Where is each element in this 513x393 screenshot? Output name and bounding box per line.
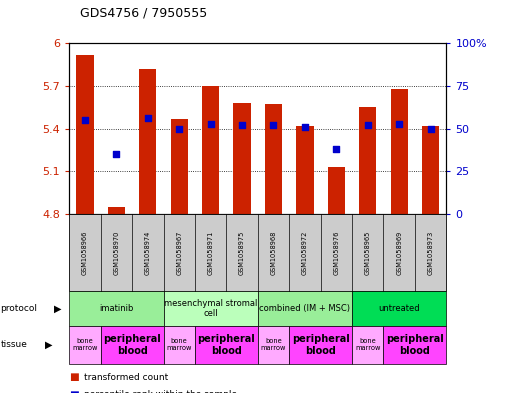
Text: ▶: ▶: [45, 340, 53, 350]
Text: untreated: untreated: [379, 304, 420, 313]
Text: transformed count: transformed count: [84, 373, 168, 382]
Bar: [328, 167, 345, 214]
Text: ■: ■: [69, 390, 79, 393]
Text: GSM1058968: GSM1058968: [270, 230, 277, 275]
Text: bone
marrow: bone marrow: [167, 338, 192, 351]
Point: [81, 117, 89, 123]
Text: GSM1058975: GSM1058975: [239, 230, 245, 275]
Text: GSM1058966: GSM1058966: [82, 230, 88, 275]
Bar: [108, 207, 125, 214]
Text: peripheral
blood: peripheral blood: [292, 334, 349, 356]
Bar: [265, 105, 282, 214]
Point: [269, 122, 278, 129]
Text: GSM1058970: GSM1058970: [113, 230, 120, 275]
Text: GSM1058976: GSM1058976: [333, 230, 339, 275]
Text: ▶: ▶: [54, 303, 62, 314]
Bar: [171, 119, 188, 214]
Text: mesenchymal stromal
cell: mesenchymal stromal cell: [164, 299, 258, 318]
Text: tissue: tissue: [1, 340, 27, 349]
Text: percentile rank within the sample: percentile rank within the sample: [84, 391, 236, 393]
Point: [332, 146, 341, 152]
Point: [144, 115, 152, 121]
Text: bone
marrow: bone marrow: [355, 338, 381, 351]
Text: GSM1058971: GSM1058971: [208, 230, 213, 275]
Text: peripheral
blood: peripheral blood: [103, 334, 161, 356]
Point: [238, 122, 246, 129]
Text: GSM1058967: GSM1058967: [176, 230, 182, 275]
Point: [175, 125, 183, 132]
Text: bone
marrow: bone marrow: [261, 338, 286, 351]
Bar: [422, 126, 439, 214]
Text: ■: ■: [69, 372, 79, 382]
Bar: [359, 107, 377, 214]
Point: [207, 120, 215, 127]
Text: GSM1058972: GSM1058972: [302, 230, 308, 275]
Text: GSM1058973: GSM1058973: [428, 230, 433, 275]
Bar: [76, 55, 93, 214]
Text: combined (IM + MSC): combined (IM + MSC): [260, 304, 350, 313]
Bar: [139, 69, 156, 214]
Text: GSM1058974: GSM1058974: [145, 230, 151, 275]
Text: GSM1058969: GSM1058969: [396, 230, 402, 275]
Text: GSM1058965: GSM1058965: [365, 230, 371, 275]
Text: GDS4756 / 7950555: GDS4756 / 7950555: [80, 7, 207, 20]
Text: imatinib: imatinib: [99, 304, 133, 313]
Bar: [390, 89, 408, 214]
Point: [395, 120, 403, 127]
Bar: [233, 103, 251, 214]
Point: [426, 125, 435, 132]
Point: [364, 122, 372, 129]
Bar: [202, 86, 219, 214]
Point: [301, 124, 309, 130]
Point: [112, 151, 121, 158]
Text: peripheral
blood: peripheral blood: [198, 334, 255, 356]
Text: peripheral
blood: peripheral blood: [386, 334, 444, 356]
Bar: [297, 126, 313, 214]
Text: bone
marrow: bone marrow: [72, 338, 97, 351]
Text: protocol: protocol: [1, 304, 37, 313]
